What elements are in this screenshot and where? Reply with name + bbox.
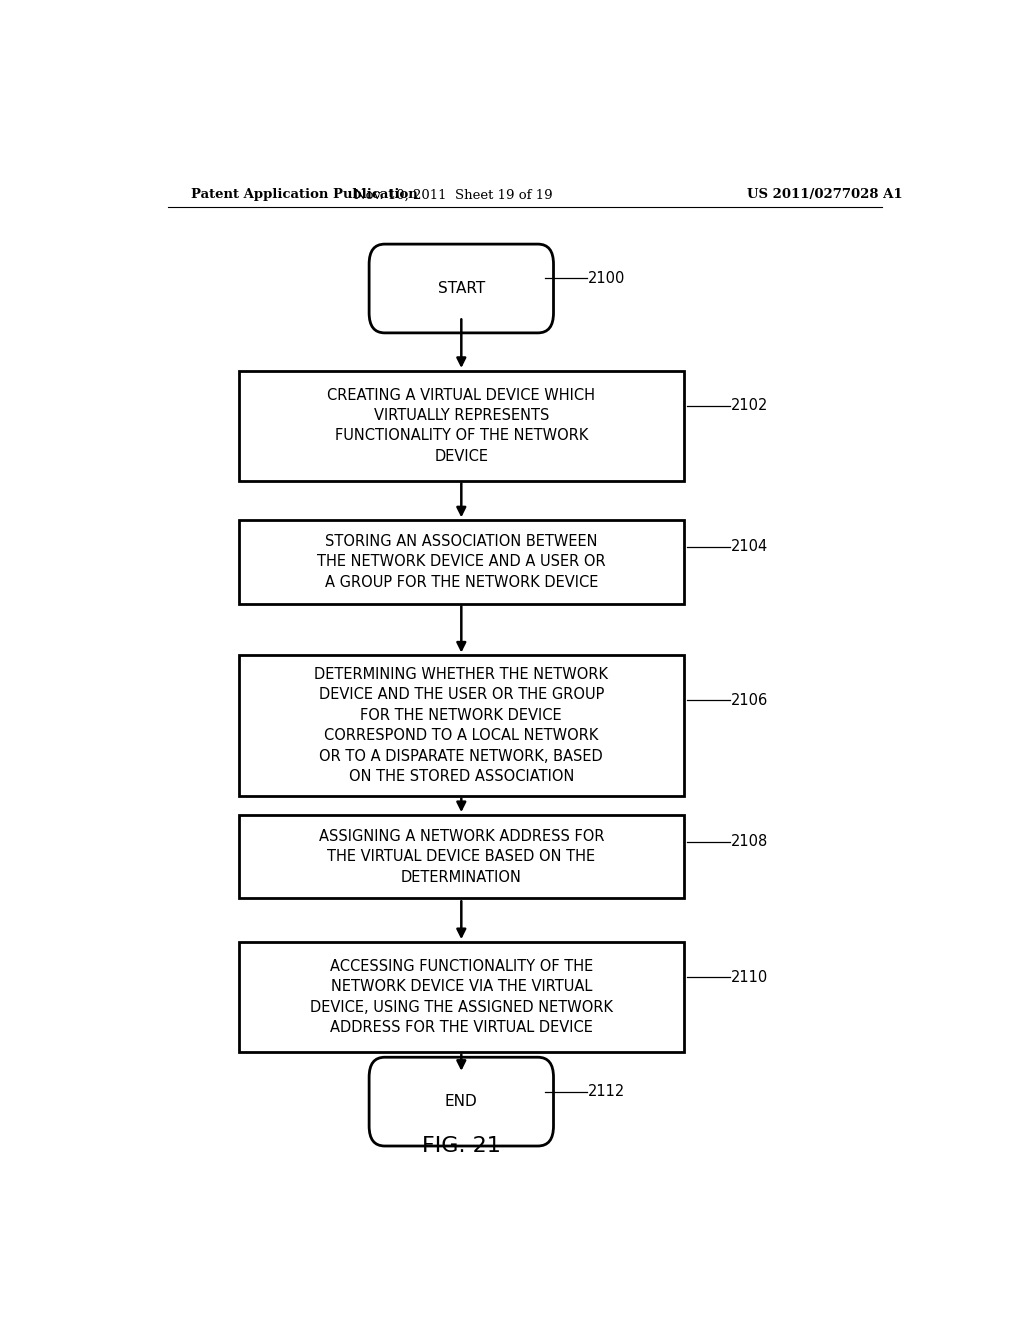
Text: ASSIGNING A NETWORK ADDRESS FOR
THE VIRTUAL DEVICE BASED ON THE
DETERMINATION: ASSIGNING A NETWORK ADDRESS FOR THE VIRT… xyxy=(318,829,604,884)
FancyBboxPatch shape xyxy=(369,1057,554,1146)
Bar xyxy=(239,656,684,796)
Text: 2108: 2108 xyxy=(731,834,768,849)
Text: CREATING A VIRTUAL DEVICE WHICH
VIRTUALLY REPRESENTS
FUNCTIONALITY OF THE NETWOR: CREATING A VIRTUAL DEVICE WHICH VIRTUALL… xyxy=(328,388,595,463)
Text: 2110: 2110 xyxy=(731,970,768,985)
Text: END: END xyxy=(445,1094,477,1109)
Bar xyxy=(239,520,684,603)
Text: STORING AN ASSOCIATION BETWEEN
THE NETWORK DEVICE AND A USER OR
A GROUP FOR THE : STORING AN ASSOCIATION BETWEEN THE NETWO… xyxy=(317,535,605,590)
Text: 2102: 2102 xyxy=(731,399,768,413)
Bar xyxy=(239,942,684,1052)
Text: 2106: 2106 xyxy=(731,693,768,708)
Text: ACCESSING FUNCTIONALITY OF THE
NETWORK DEVICE VIA THE VIRTUAL
DEVICE, USING THE : ACCESSING FUNCTIONALITY OF THE NETWORK D… xyxy=(310,958,612,1035)
Text: Patent Application Publication: Patent Application Publication xyxy=(191,189,418,202)
Bar xyxy=(239,371,684,480)
Text: DETERMINING WHETHER THE NETWORK
DEVICE AND THE USER OR THE GROUP
FOR THE NETWORK: DETERMINING WHETHER THE NETWORK DEVICE A… xyxy=(314,667,608,784)
Text: START: START xyxy=(437,281,485,296)
Text: Nov. 10, 2011  Sheet 19 of 19: Nov. 10, 2011 Sheet 19 of 19 xyxy=(354,189,553,202)
Text: FIG. 21: FIG. 21 xyxy=(422,1137,501,1156)
Text: 2112: 2112 xyxy=(588,1084,626,1100)
Bar xyxy=(239,814,684,899)
Text: 2100: 2100 xyxy=(588,271,626,286)
FancyBboxPatch shape xyxy=(369,244,554,333)
Text: 2104: 2104 xyxy=(731,540,768,554)
Text: US 2011/0277028 A1: US 2011/0277028 A1 xyxy=(748,189,902,202)
